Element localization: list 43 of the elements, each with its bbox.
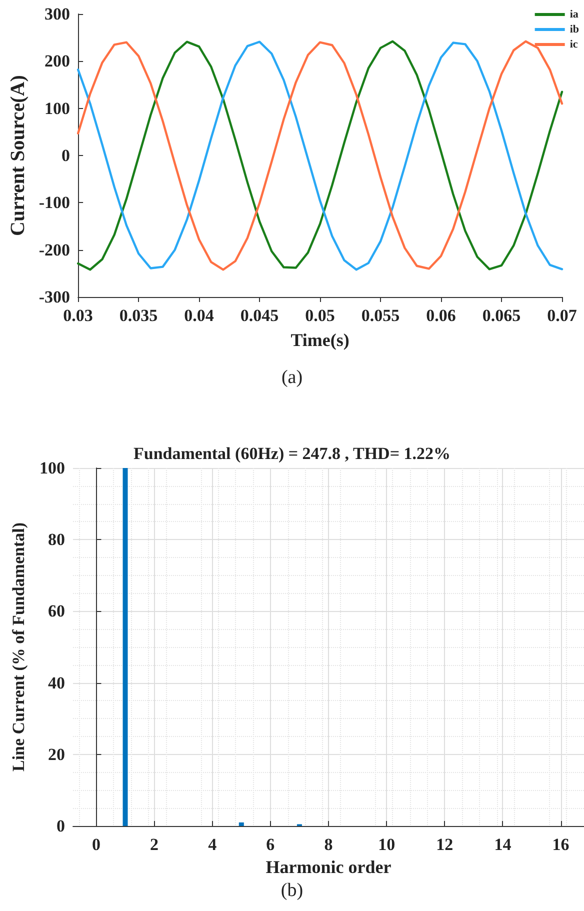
x-tick-label: 8 bbox=[324, 835, 333, 854]
x-tick-label: 0.07 bbox=[547, 306, 578, 325]
x-tick-label: 0.065 bbox=[482, 306, 521, 325]
x-tick-label: 4 bbox=[208, 835, 218, 854]
x-tick-label: 0.05 bbox=[305, 306, 335, 325]
y-tick-label: 80 bbox=[48, 530, 65, 550]
y-tick-label: 40 bbox=[48, 673, 65, 692]
text: (a) bbox=[281, 367, 303, 388]
x-tick-label: 14 bbox=[494, 835, 512, 854]
y-tick-label: -100 bbox=[38, 193, 70, 212]
y-tick-label: -300 bbox=[38, 288, 70, 306]
y-axis-title: Line Current (% of Fundamental) bbox=[9, 522, 28, 772]
x-tick-label: 2 bbox=[150, 835, 159, 854]
legend-label: ic bbox=[570, 38, 578, 50]
y-tick-label: 0 bbox=[56, 816, 65, 836]
legend-label: ia bbox=[570, 8, 579, 20]
x-tick-label: 6 bbox=[266, 835, 275, 854]
x-axis-title: Harmonic order bbox=[266, 856, 392, 877]
bar bbox=[122, 468, 128, 826]
chart-title: Fundamental (60Hz) = 247.8 , THD= 1.22% bbox=[133, 444, 451, 463]
y-tick-label: 60 bbox=[48, 602, 65, 621]
y-tick-label: 100 bbox=[44, 98, 70, 118]
x-tick-label: 0.055 bbox=[361, 306, 400, 325]
y-tick-label: 200 bbox=[44, 52, 70, 71]
x-axis-title: Time(s) bbox=[290, 330, 350, 350]
x-tick-label: 0 bbox=[92, 835, 100, 854]
y-tick-label: 0 bbox=[62, 146, 70, 165]
x-tick-label: 12 bbox=[436, 835, 454, 854]
text: (b) bbox=[280, 880, 304, 901]
y-tick-label: 300 bbox=[44, 4, 70, 24]
bar bbox=[238, 822, 244, 826]
x-tick-label: 0.03 bbox=[63, 306, 93, 325]
y-tick-label: -200 bbox=[38, 240, 70, 260]
x-tick-label: 16 bbox=[552, 835, 570, 854]
x-tick-label: 0.035 bbox=[119, 306, 158, 325]
x-tick-label: 0.06 bbox=[426, 306, 456, 325]
y-axis-title: Current Source(A) bbox=[7, 75, 29, 236]
x-tick-label: 0.04 bbox=[184, 306, 214, 325]
x-tick-label: 10 bbox=[378, 835, 396, 854]
legend-label: ib bbox=[570, 24, 580, 36]
x-tick-label: 0.045 bbox=[240, 306, 279, 325]
y-tick-label: 100 bbox=[40, 458, 65, 478]
y-tick-label: 20 bbox=[48, 744, 65, 764]
